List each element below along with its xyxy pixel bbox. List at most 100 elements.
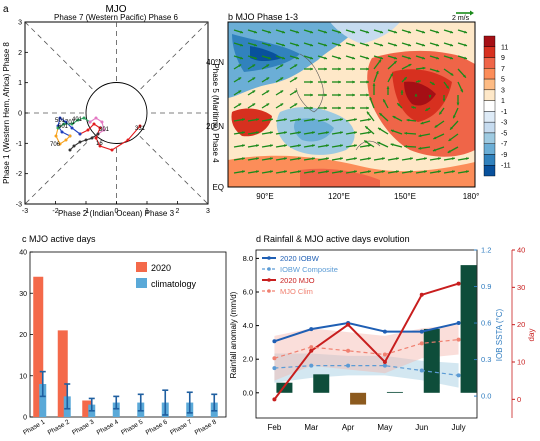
wind-vector-head	[409, 157, 413, 161]
wind-vector-head	[268, 56, 271, 60]
wind-vector-head	[255, 170, 259, 174]
lat-label: 20°N	[206, 122, 224, 131]
wind-vector-head	[339, 170, 343, 174]
negative-anomaly-deep	[250, 46, 282, 61]
rainfall-bar	[423, 328, 440, 393]
wind-vector-head	[296, 30, 299, 34]
panel-c-title: c MJO active days	[22, 234, 96, 244]
wind-vector-head	[380, 43, 383, 47]
date-label: 706	[50, 142, 61, 148]
wind-vector-head	[353, 170, 357, 174]
wind-vector-head	[436, 69, 440, 73]
wind-vector-head	[378, 59, 382, 63]
wind-vector-head	[397, 103, 401, 107]
wind-vector-head	[255, 144, 259, 148]
right1-tick-label: 0.9	[481, 282, 491, 291]
wind-vector-head	[366, 30, 369, 34]
wind-vector-head	[463, 74, 466, 78]
left-axis-label: Rainfall anomaly (mm/d)	[229, 291, 238, 378]
legend-swatch-2020	[136, 262, 147, 272]
wind-vectors	[233, 29, 469, 174]
wind-vector-head	[339, 144, 343, 148]
date-label: 331	[135, 126, 146, 132]
wind-vector-head	[255, 131, 259, 135]
colorbar-swatch	[483, 68, 496, 80]
wind-vector-head	[240, 56, 243, 60]
label-left: Phase 1 (Western Hem, Africa) Phase 8	[2, 42, 11, 184]
series-point	[456, 373, 461, 378]
x-tick-label: Feb	[268, 423, 282, 432]
trajectory-point	[94, 136, 98, 140]
wind-vector-head	[450, 72, 454, 76]
reference-vector-label: 2 m/s	[452, 15, 470, 22]
legend-label: IOBW Composite	[280, 265, 338, 274]
wind-vector-head	[450, 30, 453, 34]
x-tick-label: Phase 2	[47, 418, 71, 436]
wind-vector-head	[325, 157, 329, 161]
wind-vector-head	[252, 103, 256, 107]
panel-d-title: d Rainfall & MJO active days evolution	[256, 234, 410, 244]
wind-vector-head	[366, 93, 369, 97]
unit-circle	[85, 82, 148, 144]
x-tick-label: Jun	[415, 423, 428, 432]
trajectory-point	[68, 134, 72, 138]
colorbar-label: 1	[501, 98, 505, 105]
trajectory-point	[96, 132, 100, 136]
y-tick-label: -1	[16, 141, 22, 148]
wind-vector-head	[383, 99, 386, 103]
colorbar-swatch	[483, 57, 496, 69]
x-tick-label: Phase 4	[96, 418, 120, 436]
wind-vector-head	[325, 118, 329, 122]
y-tick-label: 0	[23, 415, 27, 422]
wind-vector-head	[324, 80, 327, 84]
right1-tick-label: 0.3	[481, 355, 491, 364]
right2-tick-label: 0	[517, 395, 521, 404]
series-line	[273, 282, 459, 400]
colorbar-label: -5	[501, 130, 507, 137]
right2-tick-label: 10	[517, 358, 525, 367]
y-tick-label: -3	[16, 202, 22, 209]
legend-label: 2020 MJO	[280, 276, 315, 285]
wind-vector-head	[366, 80, 369, 84]
wind-vector-head	[283, 144, 287, 148]
date-label: 501	[55, 118, 66, 124]
negative-anomaly-north	[228, 22, 360, 98]
trajectory-point	[90, 136, 94, 140]
y-tick-label: -2	[16, 171, 22, 178]
trajectory-point	[138, 124, 142, 128]
wind-vector-head	[418, 146, 422, 150]
wind-vector-head	[283, 131, 287, 135]
wind-vector-head	[266, 64, 270, 68]
series-point	[382, 363, 387, 368]
panel-b: b MJO Phase 1-3 2 m/s	[206, 10, 511, 201]
y-tick-label: 20	[19, 332, 27, 339]
wind-vector-head	[366, 106, 369, 110]
wind-vector-head	[294, 90, 298, 94]
wind-vector-head	[238, 103, 242, 107]
right1-tick-label: 0.6	[481, 319, 491, 328]
colorbar-label: 3	[501, 87, 505, 94]
trajectory-point	[70, 122, 74, 126]
wind-vector-head	[367, 131, 371, 135]
x-tick-label: Phase 3	[71, 418, 95, 436]
wind-vector-head	[353, 157, 357, 161]
colorbar-label: 5	[501, 77, 505, 84]
wind-vector-head	[464, 56, 467, 60]
colorbar-label: -11	[501, 163, 511, 170]
series-line	[274, 339, 459, 359]
x-tick-label: 3	[206, 208, 210, 215]
wind-vector-head	[422, 66, 426, 70]
wind-vector-head	[395, 170, 399, 174]
wind-vector-head	[437, 157, 441, 161]
series-point	[346, 322, 351, 327]
wind-vector-head	[423, 170, 427, 174]
legend-label-climatology: climatology	[151, 279, 197, 289]
trajectory-point	[84, 138, 88, 142]
bar-climatology	[39, 384, 47, 417]
wind-vector-head	[352, 30, 355, 34]
wind-vector-head	[310, 106, 313, 110]
wind-vector-head	[311, 131, 315, 135]
legend-marker	[267, 289, 271, 293]
